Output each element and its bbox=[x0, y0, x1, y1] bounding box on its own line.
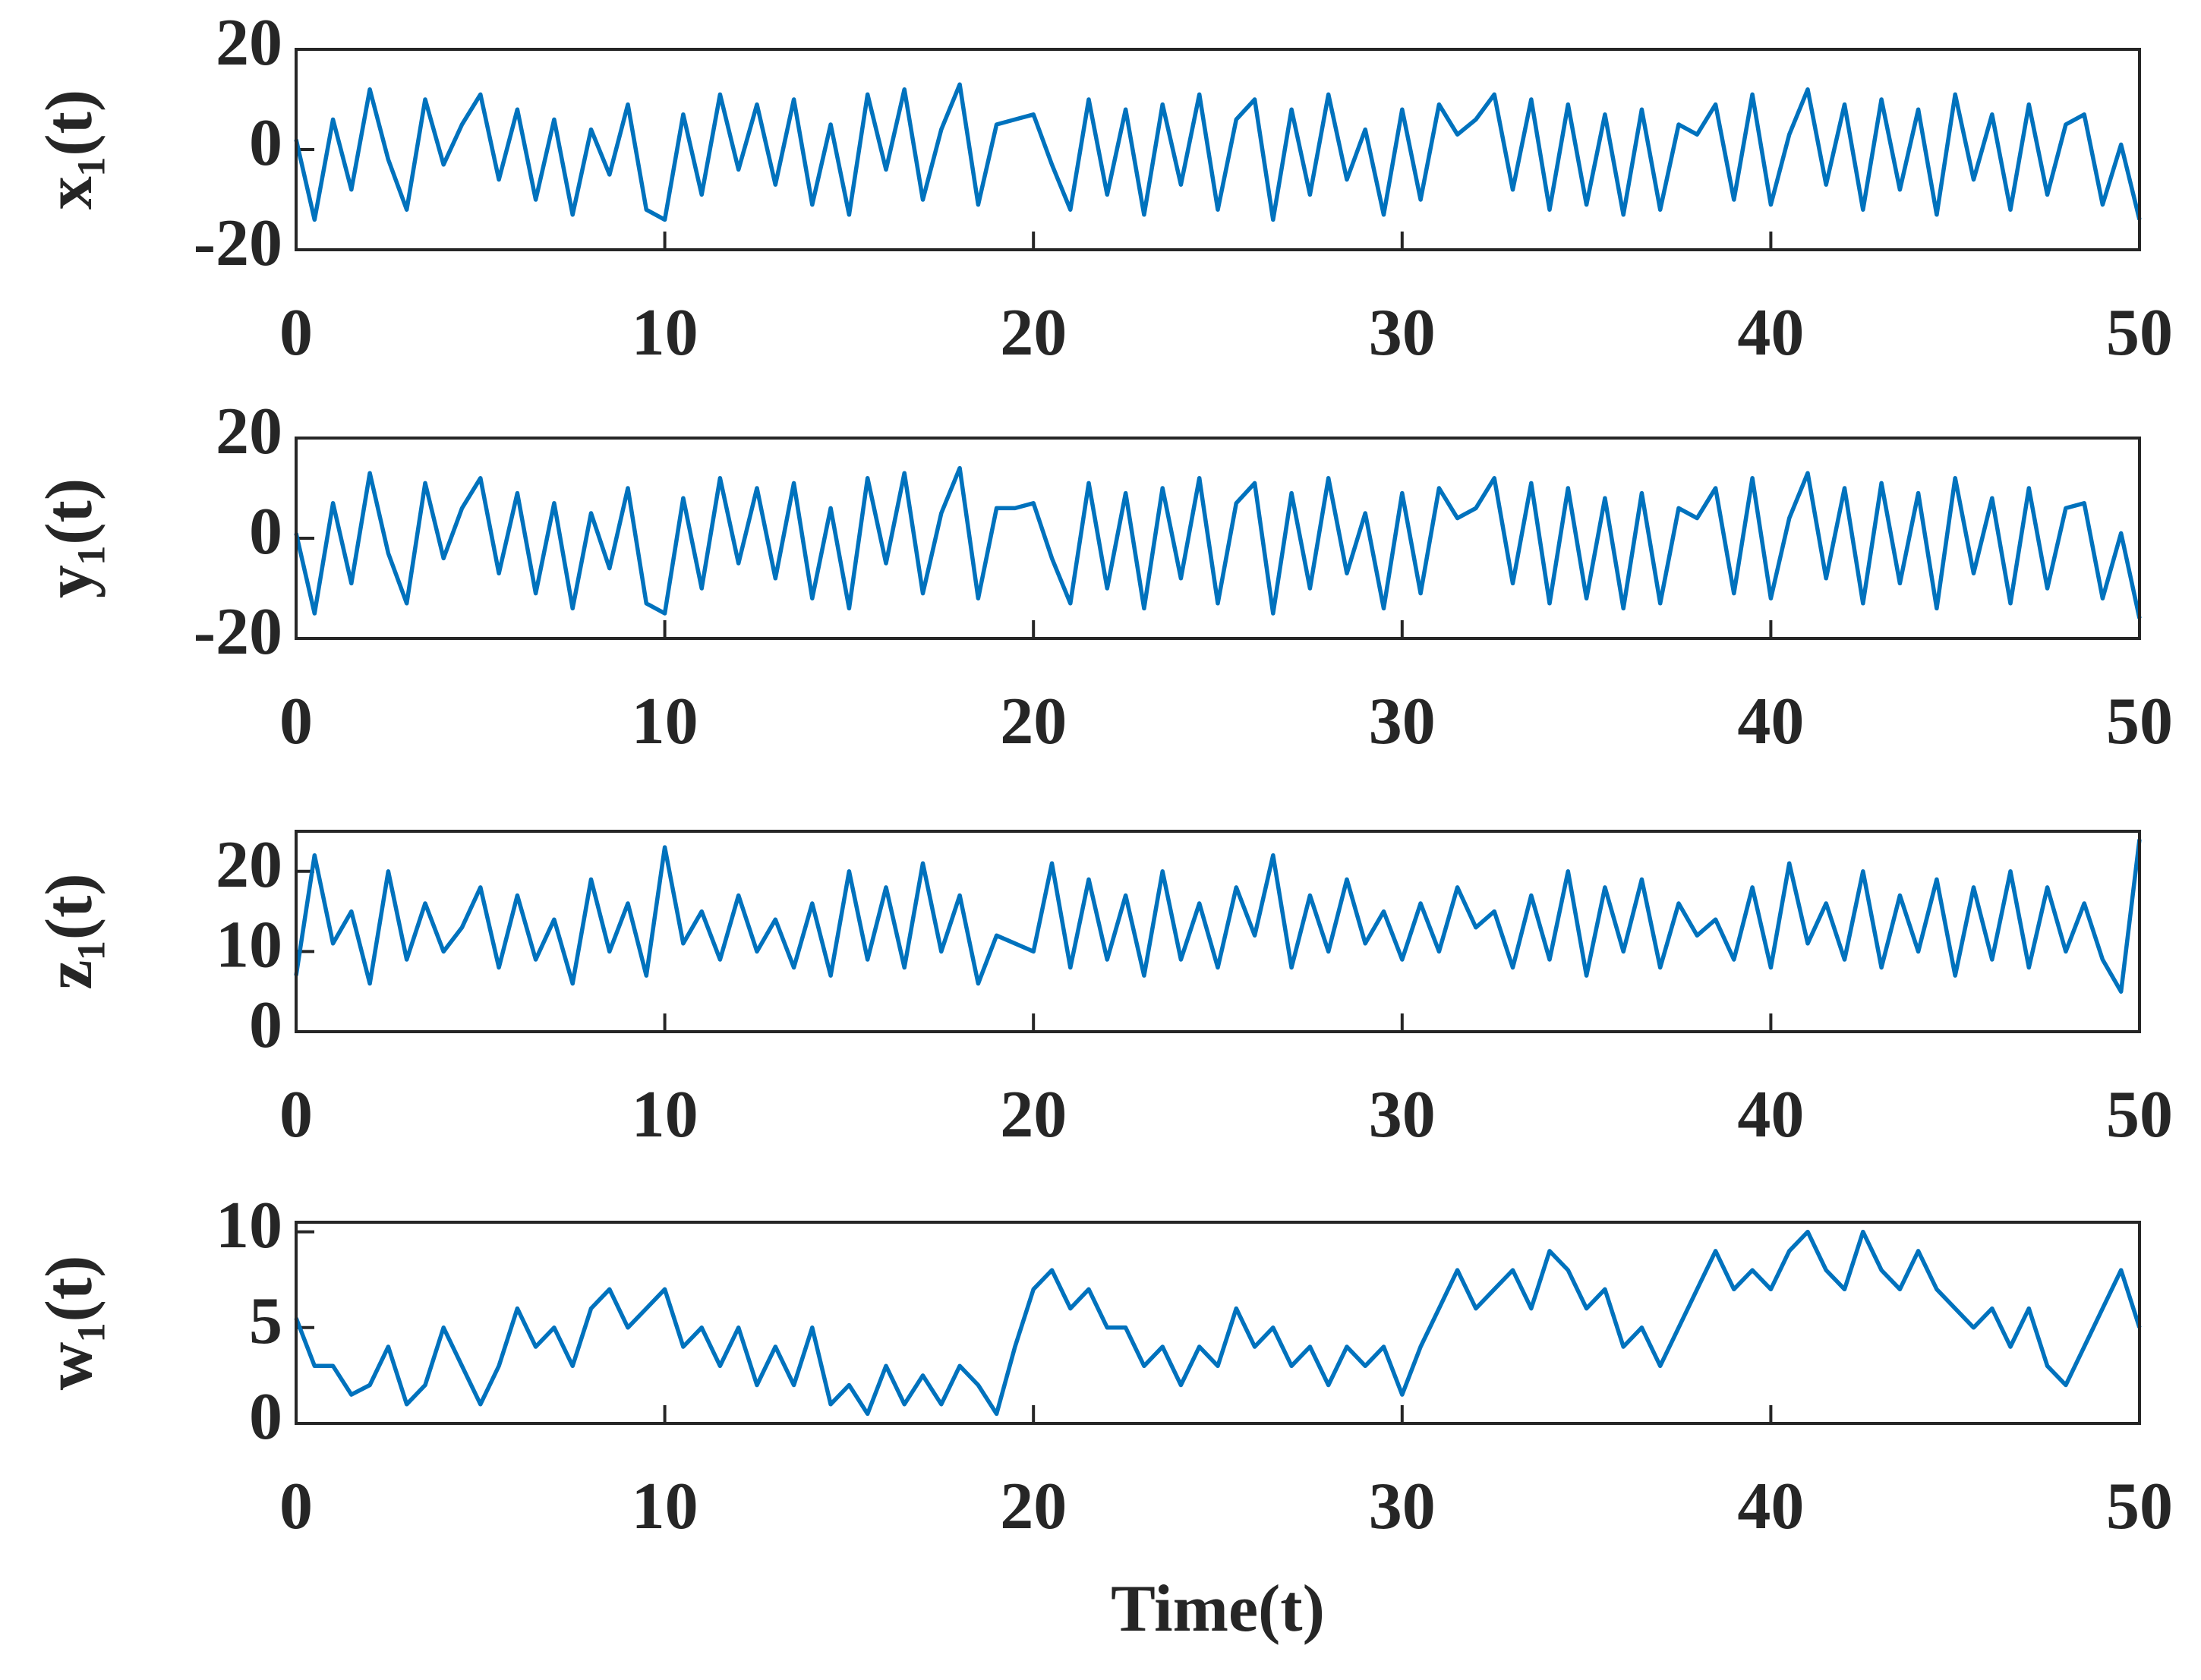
x-tick-label: 0 bbox=[279, 1078, 313, 1152]
x-tick-label: 30 bbox=[1369, 296, 1436, 370]
x-tick-label: 10 bbox=[632, 296, 698, 370]
y-axis-label: x₁(t) bbox=[33, 90, 106, 210]
data-line bbox=[294, 82, 2142, 222]
x-axis-label: Time(t) bbox=[1111, 1572, 1325, 1646]
axes-frame bbox=[295, 830, 2141, 1033]
x-tick-label: 50 bbox=[2106, 296, 2173, 370]
y-tick-label: 5 bbox=[249, 1284, 282, 1358]
x-tick-label: 30 bbox=[1369, 685, 1436, 758]
x-tick-label: 30 bbox=[1369, 1078, 1436, 1152]
axes-frame bbox=[295, 1221, 2141, 1425]
y-axis-label: y₁(t) bbox=[33, 478, 106, 598]
x-tick-label: 10 bbox=[632, 1078, 698, 1152]
x-tick-label: 50 bbox=[2106, 1078, 2173, 1152]
x-tick-label: 40 bbox=[1737, 296, 1804, 370]
x-tick-label: 40 bbox=[1737, 1470, 1804, 1543]
x-tick-label: 0 bbox=[279, 1470, 313, 1543]
x-tick-label: 50 bbox=[2106, 685, 2173, 758]
x-tick-label: 40 bbox=[1737, 685, 1804, 758]
y-tick-label: -20 bbox=[194, 595, 282, 669]
y-tick-label: 0 bbox=[249, 106, 282, 180]
y-axis-label: z₁(t) bbox=[33, 873, 106, 989]
x-tick-label: 20 bbox=[1000, 685, 1067, 758]
axes-frame bbox=[295, 437, 2141, 640]
x-tick-label: 50 bbox=[2106, 1470, 2173, 1543]
y-tick-label: 20 bbox=[216, 6, 282, 80]
y-tick-label: 20 bbox=[216, 828, 282, 902]
x-tick-label: 40 bbox=[1737, 1078, 1804, 1152]
y-tick-label: 0 bbox=[249, 1380, 282, 1454]
y-axis-label: w₁(t) bbox=[33, 1256, 106, 1391]
x-tick-label: 30 bbox=[1369, 1470, 1436, 1543]
x-tick-label: 20 bbox=[1000, 1078, 1067, 1152]
y-tick-label: 20 bbox=[216, 395, 282, 468]
x-tick-label: 0 bbox=[279, 296, 313, 370]
y-tick-label: 10 bbox=[216, 1189, 282, 1262]
data-line bbox=[294, 465, 2142, 619]
y-tick-label: 0 bbox=[249, 495, 282, 569]
x-tick-label: 10 bbox=[632, 685, 698, 758]
x-tick-label: 20 bbox=[1000, 296, 1067, 370]
data-line bbox=[294, 1229, 2142, 1417]
x-tick-label: 20 bbox=[1000, 1470, 1067, 1543]
y-tick-label: 0 bbox=[249, 988, 282, 1062]
x-tick-label: 0 bbox=[279, 685, 313, 758]
x-tick-label: 10 bbox=[632, 1470, 698, 1543]
data-line bbox=[294, 839, 2142, 994]
axes-frame bbox=[295, 48, 2141, 251]
y-tick-label: -20 bbox=[194, 206, 282, 280]
y-tick-label: 10 bbox=[216, 909, 282, 982]
